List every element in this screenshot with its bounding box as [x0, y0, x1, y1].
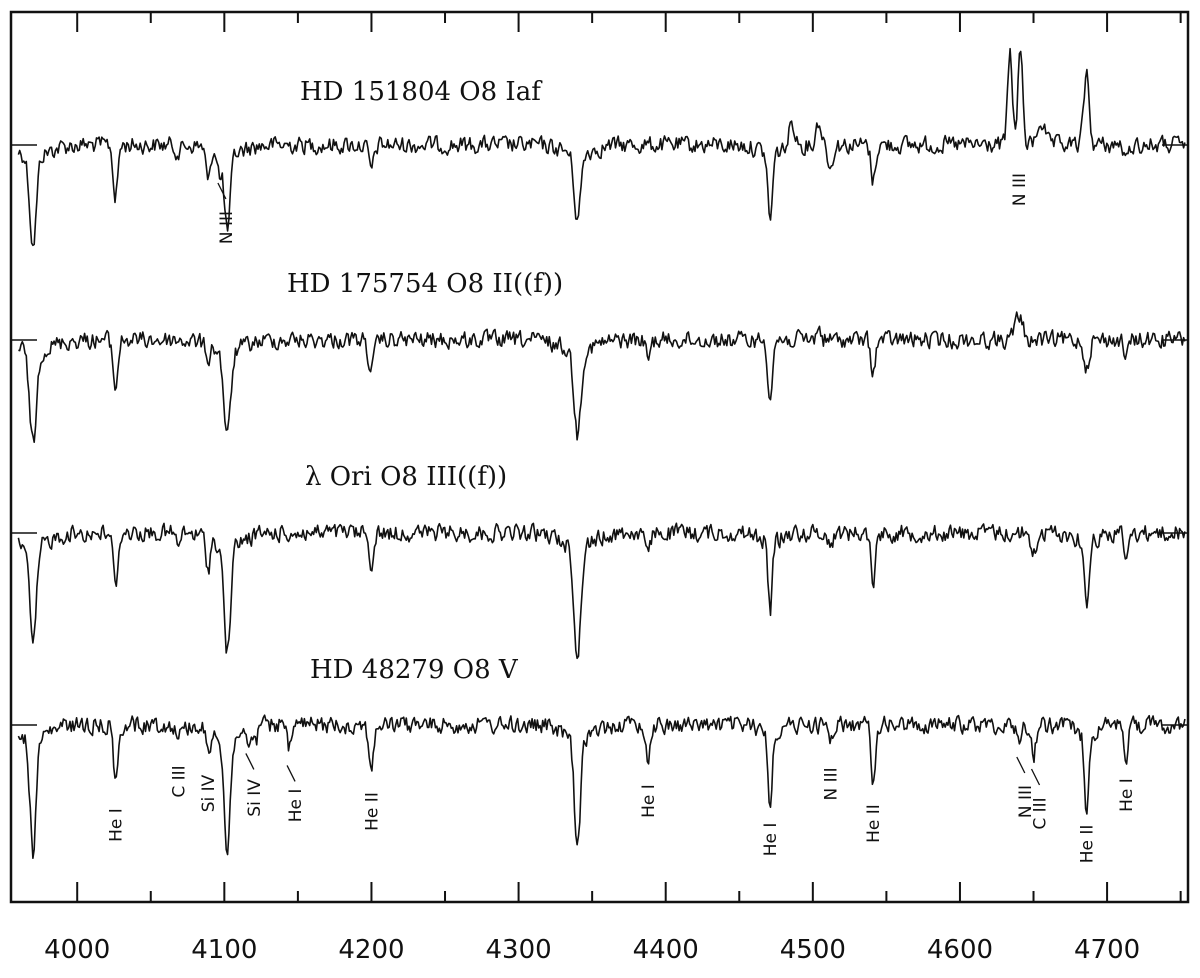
spectrum-line-0	[17, 47, 1186, 247]
line-annotation: He II	[362, 792, 382, 831]
annotation-leader	[245, 753, 255, 770]
line-annotation: He I	[106, 808, 126, 842]
line-annotation: He I	[1117, 778, 1137, 812]
line-annotation: N III	[821, 767, 841, 800]
x-axis-tick-labels: 4000 4100 4200 4300 4400 4500 4600 4700	[44, 935, 1140, 965]
plot-frame	[9, 10, 1190, 904]
spectrum-line-3	[17, 714, 1186, 860]
x-tick-label: 4500	[780, 935, 846, 965]
line-annotation: He II	[1077, 825, 1097, 864]
annotation-leader	[1016, 756, 1026, 774]
x-axis-ticks	[76, 12, 1182, 902]
annotation-leader	[1030, 768, 1041, 786]
line-annotation: He I	[639, 784, 659, 818]
annotation-leader	[217, 182, 227, 200]
line-annotation: C III	[170, 765, 190, 797]
x-tick-label: 4600	[927, 935, 993, 965]
line-annotation: Si IV	[245, 779, 265, 817]
series-label: λ Ori O8 III((f))	[305, 462, 507, 492]
line-annotation: N III	[217, 211, 237, 244]
x-tick-label: 4000	[44, 935, 110, 965]
x-tick-label: 4400	[633, 935, 699, 965]
x-tick-label: 4100	[191, 935, 257, 965]
spectrum-line-1	[18, 311, 1186, 444]
line-annotation: He II	[864, 804, 884, 843]
series-label: HD 48279 O8 V	[310, 655, 519, 685]
line-annotation: C III	[1031, 797, 1051, 829]
line-annotation: Si IV	[199, 774, 219, 812]
x-tick-label: 4200	[338, 935, 404, 965]
spectrum-line-2	[17, 522, 1186, 660]
spectra-series-group	[11, 47, 1188, 860]
annotation-leader	[286, 765, 296, 782]
line-annotation: He I	[761, 823, 781, 857]
series-label: HD 175754 O8 II((f))	[287, 269, 563, 299]
series-label: HD 151804 O8 Iaf	[300, 77, 543, 107]
x-tick-label: 4700	[1074, 935, 1140, 965]
x-tick-label: 4300	[485, 935, 551, 965]
star-labels-group: HD 151804 O8 Iaf HD 175754 O8 II((f)) λ Or…	[287, 77, 563, 685]
line-annotation: N III	[1016, 785, 1036, 818]
line-annotations-group: N III N III He I C III Si IV Si IV He I He II He…	[106, 173, 1137, 863]
line-annotation: He I	[286, 789, 306, 823]
line-annotation: N III	[1010, 173, 1030, 206]
